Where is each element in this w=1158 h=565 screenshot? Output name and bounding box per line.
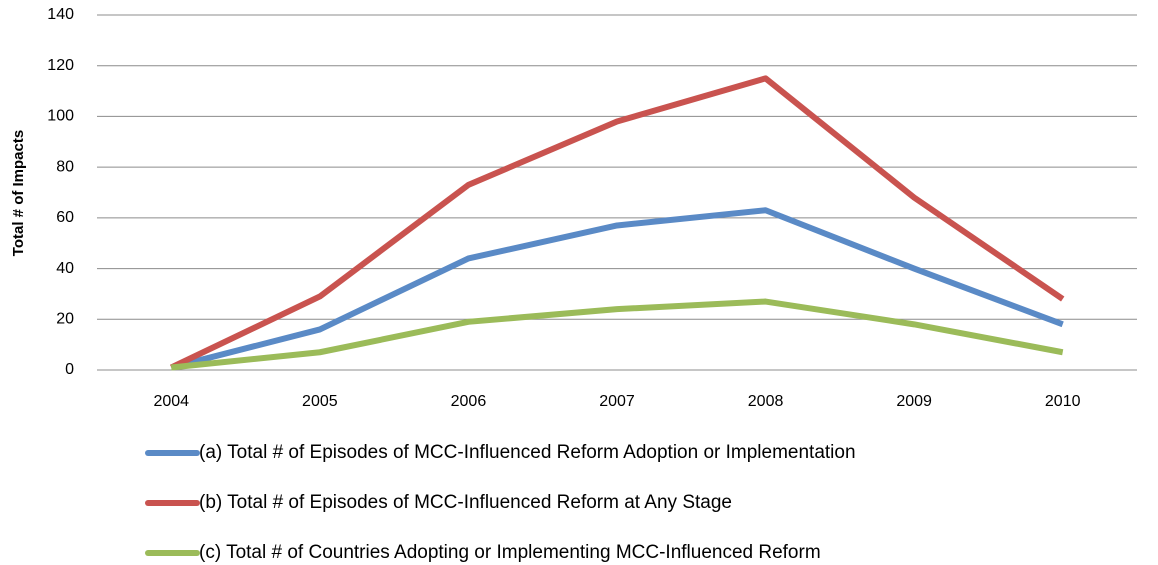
x-tick-label: 2010: [1045, 393, 1081, 410]
y-axis-label: Total # of Impacts: [10, 130, 27, 256]
y-tick-label: 0: [65, 361, 74, 378]
series-line: [169, 75, 1065, 371]
x-tick-label: 2005: [302, 393, 338, 410]
y-tick-label: 40: [56, 260, 74, 277]
y-tick-label: 100: [47, 108, 74, 125]
legend-label: (a) Total # of Episodes of MCC-Influence…: [199, 442, 856, 463]
y-tick-label: 20: [56, 311, 74, 328]
legend-label: (b) Total # of Episodes of MCC-Influence…: [199, 492, 732, 513]
series-line: [170, 298, 1064, 371]
y-tick-label: 60: [56, 209, 74, 226]
x-tick-label: 2008: [748, 393, 784, 410]
x-tick-label: 2004: [153, 393, 189, 410]
series-line: [170, 207, 1064, 371]
x-tick-label: 2007: [599, 393, 635, 410]
y-tick-label: 120: [47, 57, 74, 74]
x-tick-label: 2006: [451, 393, 487, 410]
y-tick-label: 80: [56, 158, 74, 175]
legend-label: (c) Total # of Countries Adopting or Imp…: [199, 542, 821, 563]
y-tick-label: 140: [47, 6, 74, 23]
x-tick-label: 2009: [896, 393, 932, 410]
